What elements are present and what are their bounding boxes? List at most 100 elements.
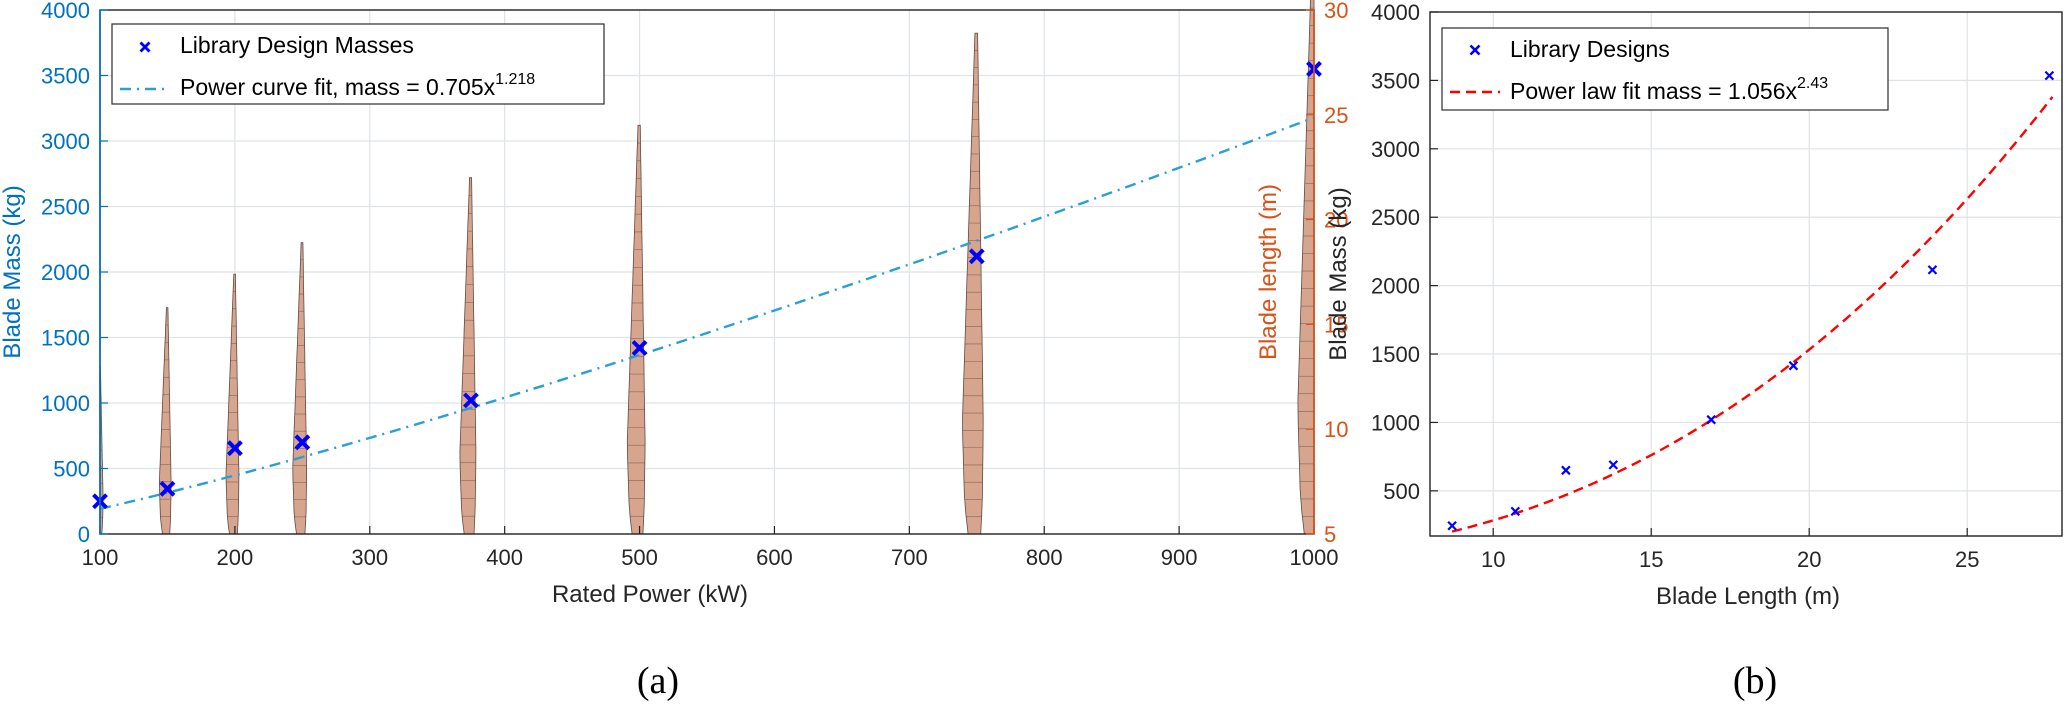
panel-a-right-tick-label: 10: [1324, 417, 1348, 442]
panel-b-legend-fit-exponent: 2.43: [1797, 75, 1828, 92]
panel-a-ticks: 100 200 300 400 500 600 700 800 900 1000 0 500 1000 1…: [41, 0, 1348, 570]
panel-a-x-tick-label: 700: [891, 545, 928, 570]
panel-a-marker-250-stroke-2: [294, 434, 311, 451]
panel-a-y-tick-label: 3000: [41, 129, 90, 154]
panel-b-marker-13.8-stroke-2: [1608, 460, 1619, 470]
panel-a-legend-fit-prefix: Power curve fit, mass = 0.705x: [180, 74, 496, 100]
panel-a-y-tick-label: 2000: [41, 260, 90, 285]
panel-b-marker-16.9: [1706, 414, 1717, 425]
panel-b-marker-13.8: [1608, 460, 1619, 470]
panel-b-legend-entry-designs: Library Designs: [1510, 36, 1670, 62]
panel-a-blade-3: [292, 242, 307, 535]
panel-b-marker-10.7: [1510, 506, 1521, 517]
panel-a-x-axis-label: Rated Power (kW): [552, 581, 748, 608]
panel-a-blade-7: [1297, 0, 1315, 535]
panel-a-x-tick-label: 200: [217, 545, 254, 570]
panel-b-plot-frame: [1429, 11, 2063, 537]
panel-a-markers: [92, 61, 1322, 510]
panel-a-right-tick-label: 20: [1324, 208, 1348, 233]
panel-b-marker-12.3-stroke-2: [1561, 465, 1571, 476]
panel-a-x-tick-label: 800: [1026, 545, 1063, 570]
panel-b-ticks: 10 15 20 25 500 1000 1500 2000 2500 3000 3500 4000: [1371, 0, 1979, 572]
panel-a-blade-shape: [962, 32, 984, 535]
panel-b-marker-23.9-stroke-2: [1927, 265, 1938, 275]
panel-a-marker-200-stroke-2: [226, 440, 243, 457]
panel-b-marker-27.6: [2044, 70, 2055, 81]
panel-a-marker-150: [159, 480, 176, 497]
panel-a-x-tick-label: 900: [1161, 545, 1198, 570]
panel-a-y-axis-label: Blade Mass (kg): [0, 185, 26, 358]
panel-a-y-tick-label: 2500: [41, 195, 90, 220]
panel-a-marker-200: [226, 440, 243, 457]
panel-a-legend-x-marker: [139, 41, 151, 53]
panel-a-marker-150-stroke-2: [159, 480, 176, 497]
panel-a-legend-entry-masses: Library Design Masses: [180, 32, 414, 58]
panel-a-x-tick-label: 100: [82, 545, 119, 570]
panel-a-y-tick-label: 3500: [41, 64, 90, 89]
panel-b-legend-box: [1441, 27, 1889, 111]
panel-b-y-tick-label: 3500: [1371, 68, 1420, 93]
panel-a-blade-5: [626, 124, 646, 535]
panel-b-marker-8.7-stroke-2: [1447, 520, 1457, 531]
panel-a-legend: Library Design Masses Power curve fit, m…: [111, 23, 605, 105]
panel-b-y-tick-label: 500: [1383, 479, 1420, 504]
panel-a-y-tick-label: 0: [78, 522, 90, 547]
panel-a-power-curve-fit-line: [99, 116, 1315, 510]
panel-a-blade-shape: [225, 273, 240, 535]
panel-b-marker-27.6-stroke-2: [2044, 70, 2055, 81]
panel-b-y-tick-label: 2500: [1371, 205, 1420, 230]
panel-a-caption: (a): [637, 660, 679, 702]
panel-b-x-tick-label: 20: [1797, 547, 1821, 572]
panel-b-marker-23.9: [1927, 265, 1938, 275]
panel-a-marker-750: [968, 248, 985, 265]
panel-a-blade-6: [962, 32, 984, 535]
panel-b-legend-x-marker: [1469, 44, 1481, 56]
panel-b-marker-19.5: [1788, 360, 1799, 371]
panel-a-right-tick-label: 15: [1324, 312, 1348, 337]
panel-a-y-tick-label: 500: [53, 457, 90, 482]
panel-a-y-tick-label: 1500: [41, 326, 90, 351]
panel-a-marker-375: [463, 392, 479, 409]
panel-a-legend-entry-fit: Power curve fit, mass = 0.705x1.218: [180, 71, 535, 100]
panel-b-y-tick-label: 1500: [1371, 342, 1420, 367]
panel-b-legend-marker: [1469, 44, 1481, 56]
panel-a-blade-1: [158, 307, 172, 535]
panel-a-x-tick-label: 400: [486, 545, 523, 570]
panel-b-y-tick-label: 4000: [1371, 0, 1420, 25]
panel-a-marker-250: [294, 434, 311, 451]
panel-b-x-axis-label: Blade Length (m): [1656, 583, 1840, 610]
panel-a-x-tick-label: 1000: [1290, 545, 1339, 570]
panel-a-blade-profiles: [99, 0, 1315, 535]
panel-b-caption: (b): [1733, 660, 1777, 702]
panel-b-legend-entry-fit: Power law fit mass = 1.056x2.43: [1510, 75, 1828, 104]
panel-b-x-tick-label: 10: [1481, 547, 1505, 572]
panel-a-y-tick-label: 4000: [41, 0, 90, 23]
panel-b-x-tick-label: 15: [1639, 547, 1663, 572]
panel-a-blade-shape: [292, 242, 307, 535]
panel-a-blade-shape: [158, 307, 172, 535]
panel-a-legend-marker: [139, 41, 151, 53]
panel-a-right-axis-label: Blade length (m): [1255, 184, 1282, 360]
panel-b-marker-12.3: [1561, 465, 1571, 476]
panel-a-marker-750-stroke-2: [968, 248, 985, 265]
panel-b-legend-fit-prefix: Power law fit mass = 1.056x: [1510, 78, 1797, 104]
panel-b-marker-10.7-stroke-2: [1510, 506, 1521, 517]
panel-b-legend: Library Designs Power law fit mass = 1.0…: [1441, 27, 1889, 111]
panel-a-legend-x-marker-stroke-2: [139, 41, 151, 53]
panel-a-x-tick-label: 500: [621, 545, 658, 570]
panel-a-marker-500-stroke-2: [631, 340, 648, 356]
panel-a-right-tick-label: 5: [1324, 522, 1336, 547]
panel-a-y-tick-label: 1000: [41, 391, 90, 416]
panel-b-marker-19.5-stroke-2: [1788, 360, 1799, 371]
panel-a-legend-box: [111, 23, 605, 105]
panel-b-y-tick-label: 1000: [1371, 410, 1420, 435]
panel-a-legend-fit-exponent: 1.218: [495, 71, 535, 88]
panel-b-x-tick-label: 25: [1955, 547, 1979, 572]
panel-a: 100 200 300 400 500 600 700 800 900 1000 0 500 1000 1…: [0, 0, 1348, 702]
panel-b-legend-x-marker-stroke-2: [1469, 44, 1481, 56]
panel-a-right-tick-label: 30: [1324, 0, 1348, 23]
panel-b-marker-8.7: [1447, 520, 1457, 531]
panel-a-x-tick-label: 600: [756, 545, 793, 570]
panel-b-y-tick-label: 2000: [1371, 274, 1420, 299]
